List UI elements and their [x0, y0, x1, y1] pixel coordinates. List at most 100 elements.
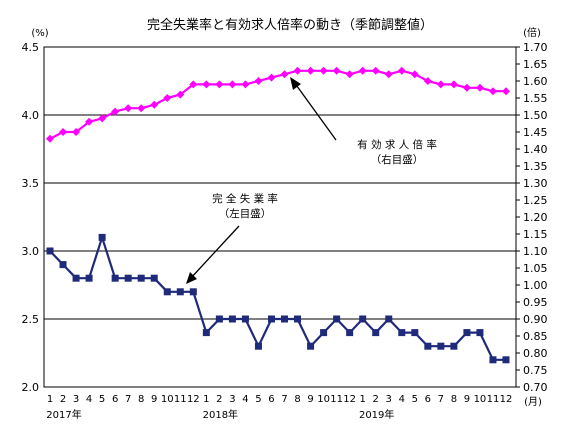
- x-tick-label: 8: [294, 394, 300, 405]
- x-year-label: 2017年: [46, 408, 81, 421]
- data-point: [384, 70, 393, 79]
- x-tick-label: 7: [125, 394, 131, 405]
- x-tick-label: 9: [151, 394, 157, 405]
- x-tick-label: 9: [307, 394, 313, 405]
- data-point: [111, 274, 119, 282]
- data-point: [150, 100, 159, 109]
- data-point: [333, 315, 341, 323]
- x-tick-label: 3: [386, 394, 392, 405]
- y-right-tick-label: 1.25: [523, 194, 548, 207]
- data-point: [72, 274, 80, 282]
- y-left-ticks: 2.0 2.5 3.0 3.5 4.0 4.5: [22, 41, 40, 394]
- y-left-unit: (%): [31, 28, 48, 39]
- x-tick-label: 6: [268, 394, 274, 405]
- data-point: [411, 329, 419, 337]
- data-point: [215, 80, 224, 89]
- data-point: [267, 73, 276, 82]
- data-point: [46, 247, 54, 255]
- annotation-unemployment: 完 全 失 業 率 （左目盛）: [186, 192, 278, 284]
- data-point: [397, 66, 406, 75]
- x-tick-label: 8: [451, 394, 457, 405]
- data-point: [346, 329, 354, 337]
- y-right-tick-label: 0.70: [523, 381, 548, 394]
- data-point: [359, 315, 367, 323]
- x-tick-label: 12: [187, 394, 200, 405]
- data-point: [189, 288, 197, 296]
- annotation-unemployment-line2: （左目盛）: [219, 207, 272, 220]
- x-tick-label: 2: [216, 394, 222, 405]
- data-point: [450, 342, 458, 350]
- x-year-label: 2018年: [203, 408, 238, 421]
- data-point: [436, 80, 445, 89]
- data-point: [254, 77, 263, 85]
- data-point: [202, 80, 211, 89]
- data-point: [254, 342, 262, 350]
- data-point: [449, 80, 458, 89]
- data-point: [462, 83, 471, 92]
- x-tick-label: 5: [255, 394, 261, 405]
- data-point: [59, 128, 68, 136]
- data-point: [475, 83, 484, 92]
- annotation-jobs-ratio-line1: 有 効 求 人 倍 率: [357, 138, 437, 151]
- y-right-tick-label: 0.85: [523, 330, 548, 343]
- data-point: [85, 117, 94, 126]
- data-point: [241, 80, 250, 89]
- y-right-tick-label: 0.95: [523, 296, 548, 309]
- annotation-unemployment-arrowhead: [186, 272, 197, 284]
- annotation-unemployment-arrow: [189, 225, 240, 280]
- x-tick-label: 4: [399, 394, 405, 405]
- data-point: [267, 315, 275, 323]
- y-right-unit: (倍): [523, 26, 541, 39]
- x-tick-label: 6: [425, 394, 431, 405]
- x-ticks: 1 2 3 4 5 6 7 8 9 10 11 12 1 2 3 4 5 6 7 8 9 10 11 12 1 2 3 4 5 6 7 8 9 1…: [46, 394, 512, 421]
- data-point: [124, 104, 133, 113]
- y-right-tick-label: 1.15: [523, 228, 548, 241]
- data-point: [241, 315, 249, 323]
- data-point: [424, 342, 432, 350]
- x-tick-label: 3: [73, 394, 79, 405]
- x-unit: (月): [524, 396, 542, 408]
- annotation-jobs-ratio-arrow: [293, 81, 337, 141]
- data-point: [385, 315, 393, 323]
- x-tick-label: 10: [317, 394, 330, 405]
- data-point: [124, 274, 132, 282]
- data-point: [306, 66, 315, 75]
- data-point: [345, 70, 354, 79]
- x-tick-label: 10: [161, 394, 174, 405]
- data-point: [150, 274, 158, 282]
- y-right-tick-label: 0.80: [523, 347, 548, 360]
- y-right-ticks: 0.70 0.75 0.80 0.85 0.90 0.95 1.00 1.05 1.10 1.15…: [516, 41, 548, 394]
- x-tick-label: 7: [438, 394, 444, 405]
- data-point: [463, 329, 471, 337]
- data-point: [488, 87, 497, 96]
- plot-frame: [43, 46, 517, 388]
- data-point: [319, 66, 328, 75]
- chart-title: 完全失業率と有効求人倍率の動き（季節調整値）: [147, 17, 433, 33]
- data-point: [176, 288, 184, 296]
- annotation-jobs-ratio-arrowhead: [290, 77, 301, 90]
- data-point: [332, 66, 341, 75]
- annotation-jobs-ratio-line2: （右目盛）: [371, 153, 424, 166]
- x-tick-label: 7: [281, 394, 287, 405]
- data-point: [163, 94, 172, 102]
- y-right-tick-label: 1.55: [523, 92, 548, 105]
- data-point: [228, 315, 236, 323]
- series-line: [49, 236, 506, 361]
- y-left-tick-label: 4.5: [22, 41, 40, 54]
- x-tick-label: 1: [203, 394, 209, 405]
- y-right-tick-label: 1.40: [523, 143, 548, 156]
- data-point: [46, 134, 54, 143]
- data-point: [372, 329, 380, 337]
- y-right-tick-label: 1.10: [523, 245, 548, 258]
- x-tick-label: 9: [464, 394, 470, 405]
- data-point: [437, 342, 445, 350]
- data-point: [85, 274, 93, 282]
- y-left-tick-label: 3.0: [22, 245, 40, 258]
- y-right-tick-label: 1.65: [523, 58, 548, 71]
- data-point: [163, 288, 171, 296]
- grid: [44, 114, 516, 320]
- x-tick-label: 11: [174, 394, 187, 405]
- data-point: [280, 70, 289, 79]
- x-tick-label: 12: [343, 394, 356, 405]
